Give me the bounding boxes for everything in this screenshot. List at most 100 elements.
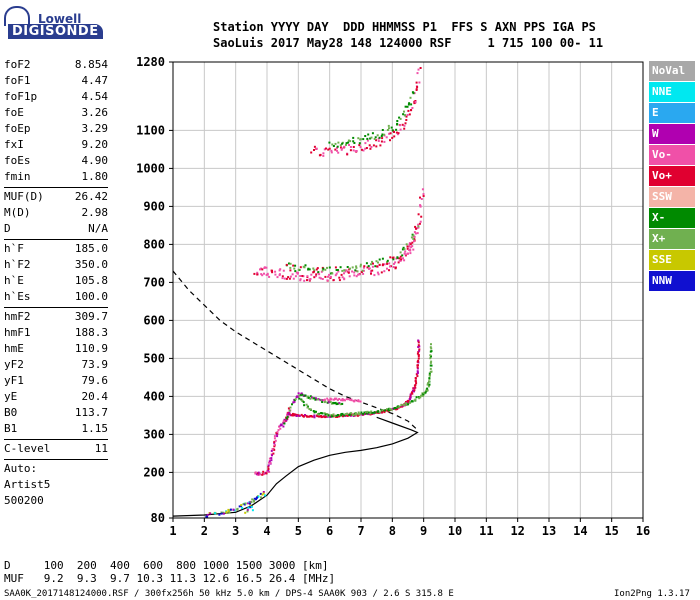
x-trace-f2-point xyxy=(298,397,301,400)
echo2-x-point xyxy=(326,266,328,269)
auto-version: 500200 xyxy=(4,494,44,507)
x-trace-f2-point xyxy=(422,393,425,396)
param-value: 9.20 xyxy=(81,138,109,151)
es-echo-point xyxy=(257,495,260,498)
echo2-o-point xyxy=(419,220,422,223)
echo2-x-point xyxy=(304,264,307,267)
echo3-x-point xyxy=(404,105,407,108)
echo2-o-point xyxy=(283,277,286,280)
o-trace-f1-point xyxy=(273,437,276,440)
echo3-o-point xyxy=(355,150,358,152)
o-trace-f1-point xyxy=(280,424,283,426)
echo3-o-point xyxy=(334,148,337,151)
echo2-o-point xyxy=(345,269,348,272)
echo3-o-point xyxy=(410,109,413,112)
x-trace-f2-point xyxy=(309,408,312,411)
echo2-o-point xyxy=(295,271,298,274)
o-trace-f1-point xyxy=(257,474,260,476)
o-trace-f1-point xyxy=(265,472,268,475)
o-trace-f2-point xyxy=(416,352,419,355)
x-trace-f2-point xyxy=(300,398,303,401)
echo3-o-point xyxy=(336,146,338,149)
param-name: fxI xyxy=(4,138,24,151)
w-trace-point xyxy=(320,399,323,401)
param-row: foF1 4.47 xyxy=(4,73,108,89)
o-trace-f2-point xyxy=(321,415,324,418)
echo3-o-point xyxy=(380,140,383,143)
echo2-o-point xyxy=(327,275,329,278)
param-name: h`Es xyxy=(4,290,31,303)
echo3-o-point xyxy=(375,145,378,148)
echo3-x-point xyxy=(370,136,373,139)
echo3-o-point xyxy=(383,140,386,143)
param-value: 350.0 xyxy=(74,258,108,271)
echo2-o-point xyxy=(399,259,402,262)
param-value: 3.26 xyxy=(81,106,109,119)
vo-trace-point xyxy=(345,398,348,401)
echo2-x-point xyxy=(412,234,415,237)
echo2-o-point xyxy=(362,266,365,269)
echo2-o-point xyxy=(261,274,264,277)
o-trace-f2-point xyxy=(364,413,367,415)
es-echo-point xyxy=(250,501,253,504)
o-trace-f1-point xyxy=(268,461,270,464)
echo3-x-point xyxy=(334,142,337,145)
es-echo-point xyxy=(244,511,247,514)
echo3-o-point xyxy=(416,86,419,88)
echo3-x-point xyxy=(332,145,335,147)
x-trace-f2-point xyxy=(365,411,367,413)
param-value: 105.8 xyxy=(74,274,108,287)
echo2-x-point xyxy=(381,257,384,260)
echo2-x-point xyxy=(339,266,342,269)
echo2-o-point xyxy=(343,278,346,281)
echo2-o-point xyxy=(418,222,421,225)
echo3-o-point xyxy=(393,135,396,138)
param-name: foF1p xyxy=(4,90,38,103)
echo2-o-point xyxy=(394,266,397,269)
es-echo-point xyxy=(259,492,262,495)
echo2-o-point xyxy=(402,257,404,260)
echo3-x-point xyxy=(369,137,372,140)
echo2-x-point xyxy=(334,266,337,269)
echo2-x-point xyxy=(294,270,297,273)
echo3-x-point xyxy=(376,134,379,137)
echo3-o-point xyxy=(381,137,384,140)
o-trace-f1-point xyxy=(274,439,277,442)
x-trace-f2-point xyxy=(363,411,366,414)
param-row: B0 113.7 xyxy=(4,405,108,421)
o-trace-f2-point xyxy=(381,411,384,414)
echo2-o-point xyxy=(389,265,391,268)
w-trace-point xyxy=(288,411,291,414)
echo2-x-point xyxy=(378,258,381,261)
echo2-o-point xyxy=(408,245,411,248)
param-value: 3.29 xyxy=(81,122,109,135)
echo2-o-point xyxy=(282,269,285,272)
es-echo-point xyxy=(236,507,239,510)
x-trace-f2-point xyxy=(419,396,422,399)
echo2-x-point xyxy=(405,243,408,246)
param-name: h`F xyxy=(4,242,24,255)
o-trace-f1-point xyxy=(283,418,286,421)
legend-item-x: X- xyxy=(649,208,695,228)
echo3-o-point xyxy=(366,139,369,142)
echo2-o-point xyxy=(407,252,409,255)
echo2-x-point xyxy=(289,266,292,269)
y-tick-label: 700 xyxy=(143,275,165,289)
vo-trace-point xyxy=(354,399,357,402)
echo2-o-point xyxy=(422,195,425,197)
echo2-o-point xyxy=(281,277,284,280)
echo3-x-point xyxy=(331,143,334,146)
echo2-o-point xyxy=(412,248,415,251)
param-row: yF2 73.9 xyxy=(4,357,108,373)
echo3-o-point xyxy=(313,149,315,151)
y-tick-label: 300 xyxy=(143,427,165,441)
o-trace-f1-point xyxy=(271,448,274,450)
chart-axes: 1 2 3 4 5 6 7 8 9 10 11 12 13 14 15 1680200300400500600… xyxy=(136,55,650,538)
o-trace-f1-point xyxy=(282,420,285,422)
x-trace-f2-point xyxy=(430,360,433,363)
echo2-o-point xyxy=(403,252,406,255)
w-trace-point xyxy=(313,397,316,400)
w-trace-point xyxy=(329,401,332,403)
param-name: yF2 xyxy=(4,358,24,371)
echo2-o-point xyxy=(410,246,413,249)
